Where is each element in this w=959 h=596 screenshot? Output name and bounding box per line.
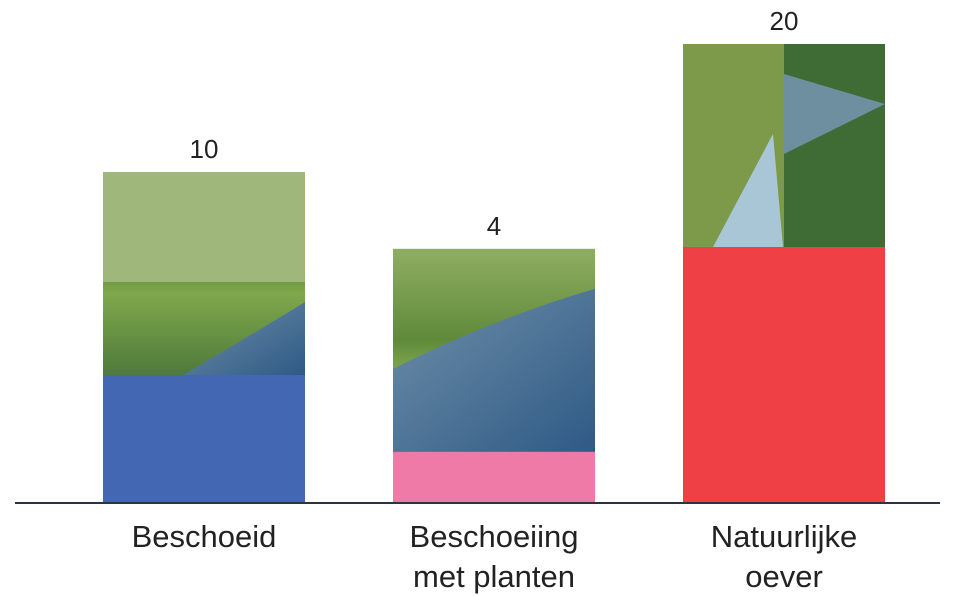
category-label: Beschoeid: [131, 519, 277, 554]
value-label: 10: [190, 134, 219, 164]
bar-photo: [393, 248, 595, 452]
bar-photo: [683, 44, 885, 247]
category-label: Natuurlijke oever: [710, 519, 858, 594]
bar: [393, 451, 595, 503]
category-label: Beschoeiing met planten: [409, 519, 579, 594]
value-label: 4: [487, 211, 501, 241]
bar: [683, 247, 885, 503]
value-label: 20: [770, 6, 799, 36]
bar-photo: [103, 172, 305, 375]
photo-trees: [103, 172, 305, 282]
photo-water: [183, 302, 305, 375]
photo-water: [784, 74, 885, 154]
photo-water: [713, 134, 783, 247]
photo-water: [393, 288, 595, 452]
bar: [103, 375, 305, 503]
